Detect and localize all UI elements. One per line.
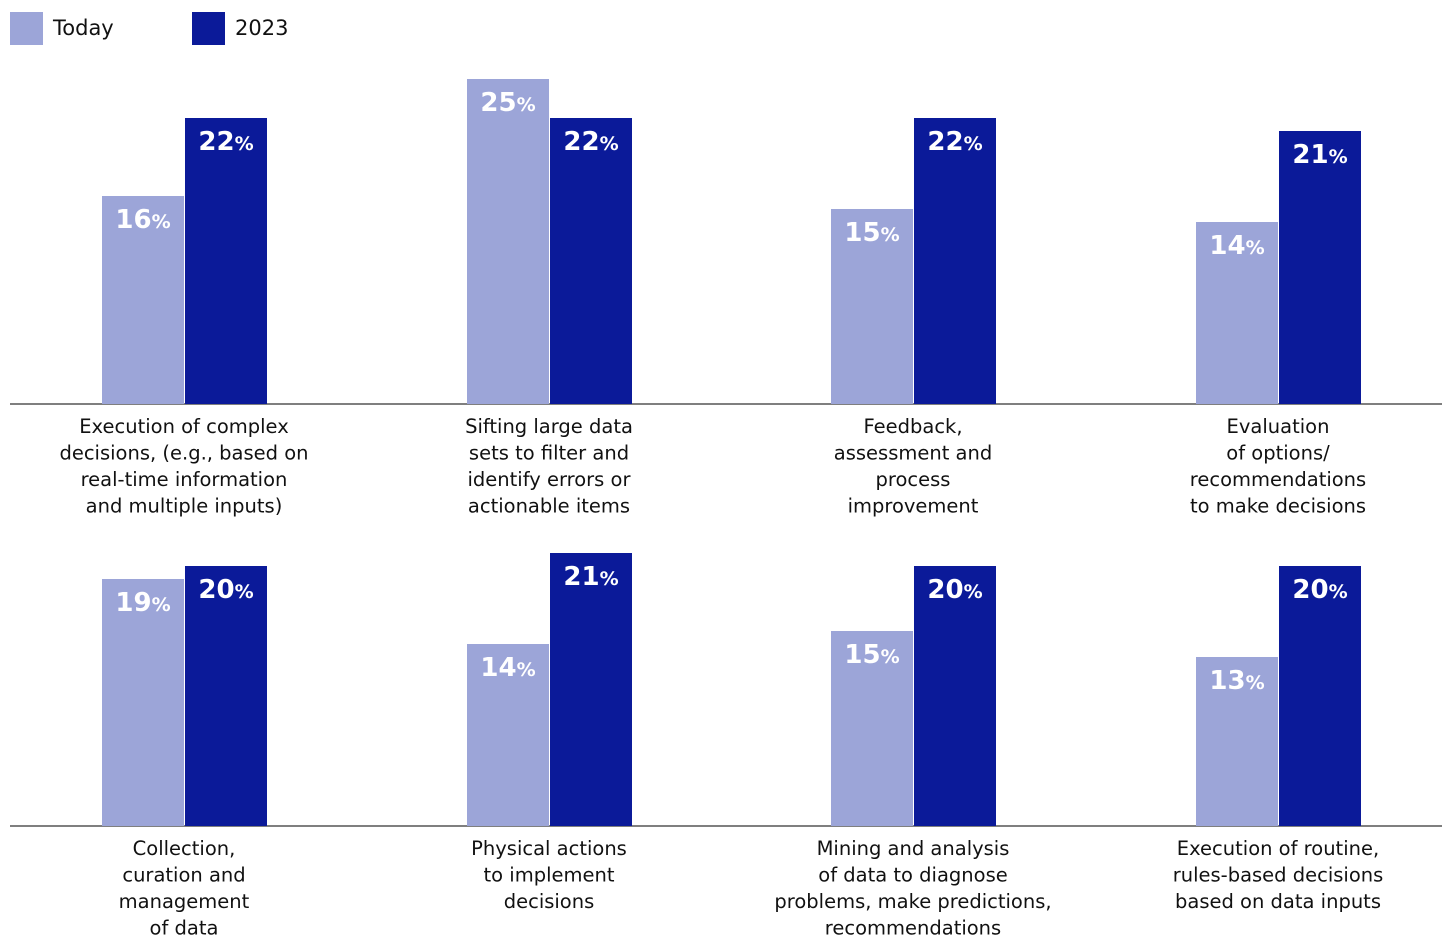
bar-2023-cat8 xyxy=(1279,566,1361,826)
data-label-today-cat8: 13% xyxy=(1209,666,1264,696)
legend-swatch-today xyxy=(10,12,43,45)
data-label-today-cat1: 16% xyxy=(115,205,170,235)
bar-2023-cat2 xyxy=(550,118,632,404)
bar-today-cat8 xyxy=(1196,657,1278,826)
legend-label-today: Today xyxy=(53,16,114,40)
category-label-3: Feedback, assessment and process improvemen… xyxy=(834,415,992,518)
data-label-today-cat6: 14% xyxy=(480,653,535,683)
data-label-today-cat3: 15% xyxy=(844,218,899,248)
category-label-7: Mining and analysis of data to diagnose pr… xyxy=(774,837,1051,939)
bar-today-cat6 xyxy=(467,644,549,826)
data-label-2023-cat1: 22% xyxy=(198,127,253,157)
data-label-2023-cat7: 20% xyxy=(927,575,982,605)
bar-today-cat3 xyxy=(831,209,913,404)
bar-today-cat4 xyxy=(1196,222,1278,404)
bar-2023-cat4 xyxy=(1279,131,1361,404)
data-label-today-cat7: 15% xyxy=(844,640,899,670)
bar-today-cat5 xyxy=(102,579,184,826)
data-label-2023-cat5: 20% xyxy=(198,575,253,605)
category-label-4: Evaluation of options/recommendations to m… xyxy=(1190,415,1366,518)
category-label-8: Execution of routine, rules-based decisio… xyxy=(1173,837,1384,913)
category-label-1: Execution of complex decisions, (e.g., ba… xyxy=(59,415,308,518)
bar-today-cat7 xyxy=(831,631,913,826)
bar-today-cat1 xyxy=(102,196,184,404)
category-label-6: Physical actions to implement decisions xyxy=(471,837,627,913)
data-label-today-cat2: 25% xyxy=(480,88,535,118)
legend-swatch-2023 xyxy=(192,12,225,45)
data-label-2023-cat4: 21% xyxy=(1292,140,1347,170)
category-label-2: Sifting large data sets to filter and iden… xyxy=(465,415,633,518)
bar-2023-cat3 xyxy=(914,118,996,404)
bar-2023-cat5 xyxy=(185,566,267,826)
data-label-today-cat5: 19% xyxy=(115,588,170,618)
bar-2023-cat6 xyxy=(550,553,632,826)
data-label-2023-cat8: 20% xyxy=(1292,575,1347,605)
data-label-today-cat4: 14% xyxy=(1209,231,1264,261)
bar-2023-cat1 xyxy=(185,118,267,404)
data-label-2023-cat2: 22% xyxy=(563,127,618,157)
category-label-5: Collection, curation and management of data xyxy=(119,837,250,939)
bar-today-cat2 xyxy=(467,79,549,404)
legend-label-2023: 2023 xyxy=(235,16,289,40)
data-label-2023-cat3: 22% xyxy=(927,127,982,157)
bar-2023-cat7 xyxy=(914,566,996,826)
data-label-2023-cat6: 21% xyxy=(563,562,618,592)
